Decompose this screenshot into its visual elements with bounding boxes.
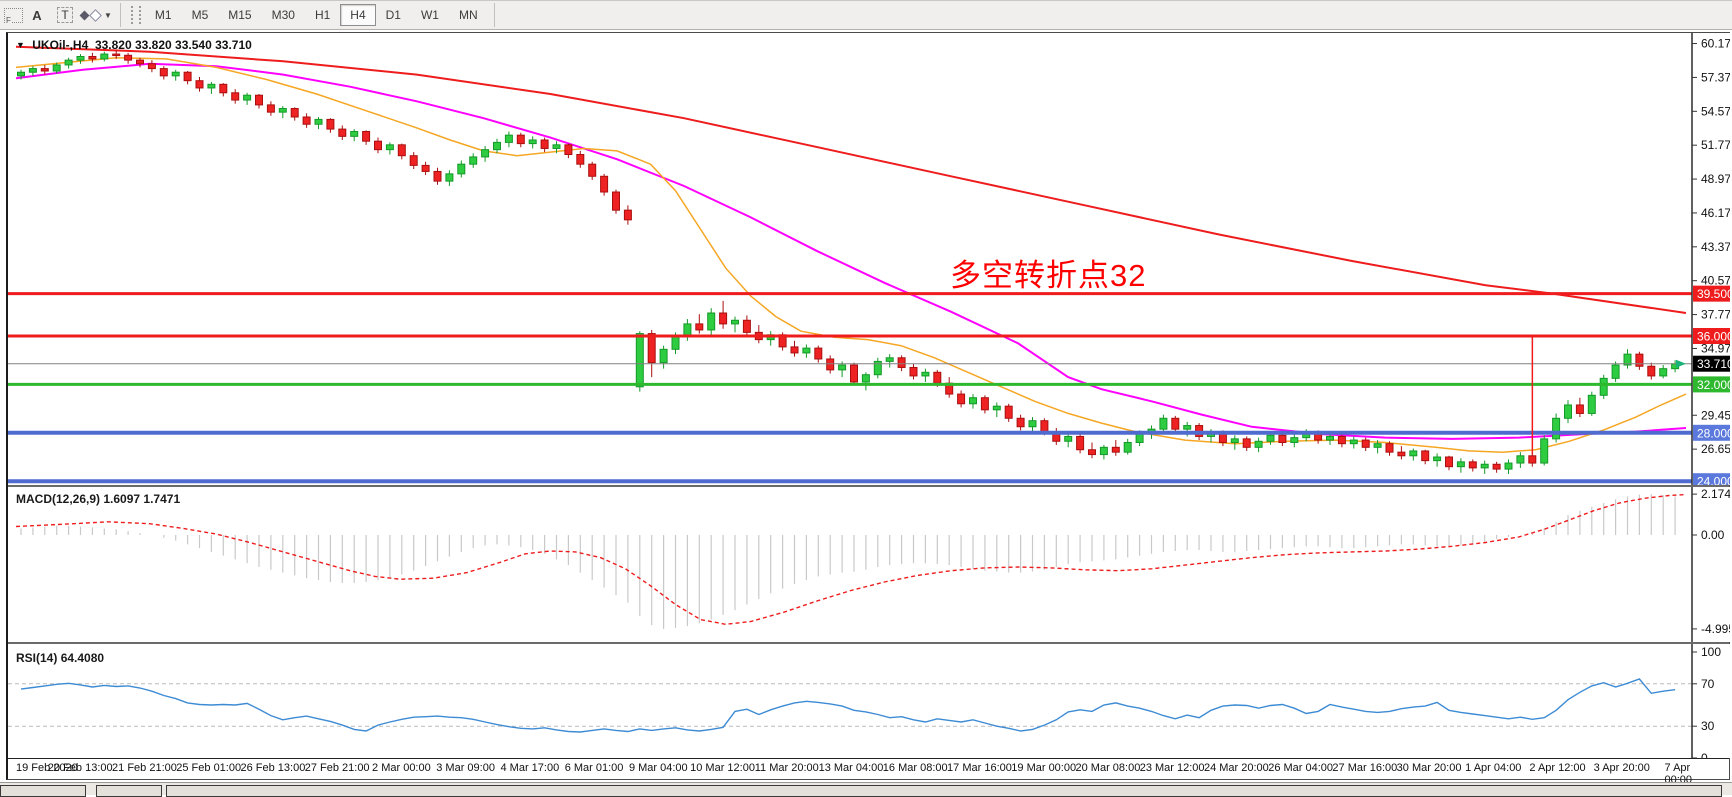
toolbar-drag-handle[interactable] bbox=[130, 6, 141, 24]
time-axis-label: 27 Feb 21:00 bbox=[304, 762, 370, 774]
tf-button-m30[interactable]: M30 bbox=[262, 4, 305, 26]
tf-button-h1[interactable]: H1 bbox=[305, 4, 340, 26]
tf-button-mn[interactable]: MN bbox=[449, 4, 488, 26]
candles-layer bbox=[17, 50, 1680, 474]
letter-a-icon: A bbox=[32, 7, 42, 23]
svg-text:36.000: 36.000 bbox=[1697, 330, 1730, 344]
svg-text:26.650: 26.650 bbox=[1701, 442, 1730, 456]
time-axis-label: 13 Mar 04:00 bbox=[818, 762, 884, 774]
svg-text:43.370: 43.370 bbox=[1701, 240, 1730, 254]
time-axis-label: 3 Mar 09:00 bbox=[436, 762, 495, 774]
svg-text:37.770: 37.770 bbox=[1701, 308, 1730, 322]
svg-text:57.370: 57.370 bbox=[1701, 70, 1730, 84]
tf-button-m5[interactable]: M5 bbox=[182, 4, 219, 26]
templates-grid-icon[interactable]: F bbox=[4, 7, 23, 25]
ma-red-line bbox=[15, 45, 1687, 314]
time-axis-label: 4 Mar 17:00 bbox=[500, 762, 560, 774]
svg-text:48.970: 48.970 bbox=[1701, 172, 1730, 186]
time-axis-label: 19 Feb 2020 bbox=[16, 762, 78, 774]
svg-text:24.000: 24.000 bbox=[1697, 475, 1730, 485]
rsi-pane-canvas[interactable]: 100 70 30 0 bbox=[8, 644, 1730, 758]
tf-button-m1[interactable]: M1 bbox=[145, 4, 182, 26]
price-axis-badges: 39.500 36.000 33.710 32.000 28.000 24.000 bbox=[1693, 285, 1730, 485]
top-toolbar: F A T ▼ M1 M5 M15 M30 H1 H4 D1 W1 MN bbox=[0, 0, 1732, 30]
time-axis-label: 21 Feb 21:00 bbox=[112, 762, 177, 774]
time-axis-label: 6 Mar 01:00 bbox=[564, 762, 624, 774]
chart-window: 60.170 57.370 54.570 51.770 48.970 46.170 43.3… bbox=[6, 32, 1730, 786]
time-axis-label: 26 Feb 13:00 bbox=[240, 762, 306, 774]
rsi-level-lines bbox=[8, 683, 1692, 727]
svg-text:54.570: 54.570 bbox=[1701, 104, 1730, 118]
rsi-axis-labels: 100 70 30 0 bbox=[1692, 645, 1721, 758]
svg-text:33.710: 33.710 bbox=[1697, 357, 1730, 371]
diamond-outline-icon bbox=[89, 8, 102, 22]
pane-divider[interactable] bbox=[8, 642, 1729, 644]
svg-text:0.00: 0.00 bbox=[1701, 528, 1725, 542]
time-axis-label: 1 Apr 04:00 bbox=[1465, 762, 1522, 774]
svg-text:34.970: 34.970 bbox=[1701, 341, 1730, 355]
macd-axis-labels: 2.1745 0.00 -4.9955 bbox=[1692, 487, 1730, 636]
time-axis-label: 23 Mar 12:00 bbox=[1139, 762, 1205, 774]
time-axis-label: 16 Mar 08:00 bbox=[882, 762, 948, 774]
chart-tab-bar bbox=[0, 782, 1732, 797]
macd-signal-line bbox=[15, 493, 1687, 626]
time-axis-label: 17 Mar 16:00 bbox=[947, 762, 1012, 774]
svg-text:70: 70 bbox=[1701, 677, 1715, 691]
timeframe-button-group: M1 M5 M15 M30 H1 H4 D1 W1 MN bbox=[145, 4, 488, 26]
time-axis-label: 20 Feb 13:00 bbox=[47, 762, 113, 774]
time-axis-label: 3 Apr 20:00 bbox=[1593, 762, 1650, 774]
price-axis-ticks: 60.170 57.370 54.570 51.770 48.970 46.170 43.3… bbox=[1692, 37, 1730, 456]
time-axis-label: 20 Mar 08:00 bbox=[1075, 762, 1141, 774]
chart-tab[interactable] bbox=[0, 785, 86, 797]
time-axis-label: 11 Mar 20:00 bbox=[754, 762, 819, 774]
time-axis-label: 2 Mar 00:00 bbox=[372, 762, 431, 774]
time-axis[interactable]: 19 Feb 2020 20 Feb 13:00 21 Feb 21:00 25 Fe… bbox=[8, 758, 1729, 786]
tf-button-w1[interactable]: W1 bbox=[411, 4, 449, 26]
svg-text:30: 30 bbox=[1701, 719, 1715, 733]
macd-histogram bbox=[20, 494, 1676, 629]
last-price-arrow-icon bbox=[1676, 359, 1686, 368]
toolbar-separator bbox=[493, 3, 495, 27]
time-axis-label: 10 Mar 12:00 bbox=[690, 762, 755, 774]
svg-text:51.770: 51.770 bbox=[1701, 138, 1730, 152]
svg-text:100: 100 bbox=[1701, 645, 1721, 659]
time-axis-label: 24 Mar 20:00 bbox=[1203, 762, 1269, 774]
time-axis-label: 27 Mar 16:00 bbox=[1332, 762, 1398, 774]
pane-divider[interactable] bbox=[8, 485, 1729, 487]
svg-text:40.570: 40.570 bbox=[1701, 274, 1730, 288]
rsi-line bbox=[20, 678, 1676, 733]
ma-orange-line bbox=[15, 56, 1687, 453]
ma-magenta-line bbox=[15, 62, 1687, 440]
time-axis-label: 30 Mar 20:00 bbox=[1396, 762, 1462, 774]
chart-tab[interactable] bbox=[96, 785, 162, 797]
svg-text:2.1745: 2.1745 bbox=[1701, 487, 1730, 501]
time-axis-label: 2 Apr 12:00 bbox=[1529, 762, 1586, 774]
chart-tab[interactable] bbox=[166, 785, 1722, 797]
main-chart-canvas[interactable]: 60.170 57.370 54.570 51.770 48.970 46.170 43.3… bbox=[8, 33, 1730, 485]
draw-textlabel-button[interactable]: T bbox=[52, 3, 78, 27]
tf-button-d1[interactable]: D1 bbox=[376, 4, 411, 26]
time-axis-label: 25 Feb 01:00 bbox=[176, 762, 242, 774]
tf-button-h4[interactable]: H4 bbox=[340, 4, 376, 26]
horizontal-level-lines bbox=[8, 292, 1692, 484]
arrows-tool-button[interactable]: ▼ bbox=[79, 3, 113, 27]
time-axis-label: 19 Mar 00:00 bbox=[1011, 762, 1077, 774]
svg-text:29.450: 29.450 bbox=[1701, 408, 1730, 422]
svg-text:32.000: 32.000 bbox=[1697, 378, 1730, 392]
svg-text:-4.9955: -4.9955 bbox=[1701, 622, 1730, 636]
letter-t-icon: T bbox=[57, 7, 73, 23]
time-axis-label: 26 Mar 04:00 bbox=[1268, 762, 1334, 774]
svg-text:39.500: 39.500 bbox=[1697, 287, 1730, 301]
draw-text-a-button[interactable]: A bbox=[24, 3, 50, 27]
svg-text:60.170: 60.170 bbox=[1701, 37, 1730, 51]
svg-text:0: 0 bbox=[1701, 751, 1708, 758]
chevron-down-icon: ▼ bbox=[104, 10, 112, 20]
tf-button-m15[interactable]: M15 bbox=[218, 4, 261, 26]
toolbar-separator bbox=[119, 3, 121, 27]
macd-pane-canvas[interactable]: 2.1745 0.00 -4.9955 bbox=[8, 487, 1730, 642]
svg-text:28.000: 28.000 bbox=[1697, 426, 1730, 440]
time-axis-label: 9 Mar 04:00 bbox=[628, 762, 688, 774]
svg-text:46.170: 46.170 bbox=[1701, 206, 1730, 220]
